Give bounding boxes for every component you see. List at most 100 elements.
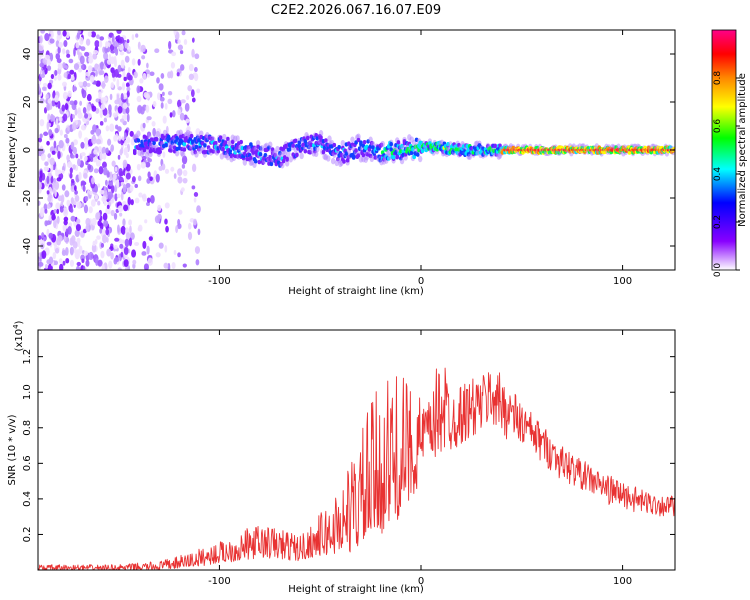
- heatmap-signal-cell: [242, 159, 248, 166]
- heatmap-noise-cell: [195, 259, 200, 266]
- heatmap-noise-cell: [70, 75, 75, 81]
- heatmap-noise-cell: [62, 62, 66, 69]
- heatmap-noise-cell: [138, 224, 143, 232]
- heatmap-noise-cell: [126, 90, 130, 98]
- heatmap-noise-cell: [95, 69, 98, 77]
- heatmap-noise-cell: [102, 152, 107, 160]
- heatmap-noise-cell: [113, 257, 120, 263]
- heatmap-noise-cell: [118, 168, 123, 177]
- heatmap-noise-cell: [106, 204, 110, 210]
- heatmap-signal-cell: [342, 159, 346, 164]
- heatmap-noise-cell: [66, 161, 73, 169]
- heatmap-noise-cell: [43, 166, 50, 172]
- heatmap-noise-cell: [164, 202, 170, 209]
- heatmap-noise-cell: [133, 71, 138, 79]
- heatmap-noise-cell: [141, 55, 146, 60]
- heatmap-noise-cell: [197, 228, 201, 236]
- heatmap-y-tick-label: -20: [22, 190, 33, 206]
- heatmap-noise-cell: [63, 235, 67, 242]
- heatmap-noise-cell: [92, 155, 98, 163]
- heatmap-signal-cell: [259, 145, 264, 152]
- heatmap-noise-cell: [99, 61, 105, 70]
- heatmap-signal-cell: [295, 152, 299, 158]
- heatmap-noise-cell: [169, 112, 173, 118]
- heatmap-noise-cell: [120, 251, 124, 258]
- heatmap-noise-cell: [39, 119, 45, 127]
- heatmap-signal-cell: [280, 162, 285, 169]
- heatmap-noise-cell: [62, 260, 66, 266]
- heatmap-signal-cell: [285, 156, 289, 161]
- heatmap-noise-cell: [64, 103, 69, 111]
- heatmap-noise-cell: [40, 153, 46, 161]
- heatmap-signal-cell: [391, 155, 396, 160]
- heatmap-noise-cell: [75, 153, 79, 159]
- heatmap-noise-cell: [142, 193, 147, 202]
- heatmap-noise-cell: [127, 265, 131, 270]
- colorbar-tick-label: 0.2: [713, 215, 723, 229]
- heatmap-signal-cell: [203, 143, 207, 148]
- snr-y-axis-label: SNR (10 * v/v): [7, 414, 18, 485]
- heatmap-noise-cell: [49, 157, 55, 166]
- heatmap-noise-cell: [177, 176, 183, 184]
- heatmap-noise-cell: [55, 53, 61, 60]
- snr-y-tick-label: 1.0: [22, 384, 33, 400]
- heatmap-signal-cell: [318, 130, 324, 137]
- heatmap-signal-cell: [269, 161, 274, 167]
- heatmap-noise-cell: [79, 100, 83, 106]
- heatmap-signal-cell: [284, 160, 290, 167]
- heatmap-noise-cell: [82, 265, 86, 270]
- heatmap-noise-cell: [96, 34, 100, 40]
- heatmap-noise-cell: [119, 212, 123, 217]
- heatmap-noise-cell: [162, 151, 166, 158]
- heatmap-noise-cell: [129, 130, 134, 137]
- heatmap-noise-cell: [65, 137, 70, 144]
- heatmap-noise-cell: [109, 93, 113, 101]
- heatmap-noise-cell: [52, 91, 56, 99]
- heatmap-noise-cell: [171, 51, 177, 57]
- heatmap-noise-cell: [65, 31, 70, 39]
- heatmap-noise-cell: [99, 228, 103, 234]
- heatmap-noise-cell: [146, 245, 150, 255]
- heatmap-noise-cell: [62, 91, 68, 100]
- heatmap-noise-cell: [156, 77, 160, 84]
- heatmap-noise-cell: [121, 82, 126, 91]
- heatmap-signal-cell: [326, 155, 331, 162]
- heatmap-noise-cell: [41, 232, 45, 239]
- heatmap-noise-cell: [51, 214, 56, 221]
- heatmap-noise-cell: [173, 250, 177, 256]
- heatmap-noise-cell: [87, 65, 93, 73]
- heatmap-noise-cell: [164, 218, 168, 225]
- heatmap-noise-cell: [76, 48, 80, 56]
- heatmap-noise-cell: [146, 201, 150, 206]
- heatmap-noise-cell: [114, 237, 120, 242]
- heatmap-noise-cell: [123, 204, 129, 212]
- heatmap-signal-cell: [380, 140, 385, 148]
- heatmap-noise-cell: [83, 172, 88, 179]
- heatmap-noise-cell: [108, 182, 114, 187]
- heatmap-signal-cell: [351, 153, 356, 159]
- heatmap-noise-cell: [94, 185, 99, 193]
- heatmap-noise-cell: [188, 73, 195, 80]
- heatmap-noise-cell: [143, 263, 149, 270]
- heatmap-noise-cell: [102, 234, 108, 244]
- heatmap-noise-cell: [65, 65, 68, 70]
- heatmap-noise-cell: [142, 240, 147, 249]
- heatmap-noise-cell: [140, 161, 146, 169]
- heatmap-noise-cell: [99, 189, 105, 195]
- heatmap-signal-cell: [136, 138, 141, 143]
- heatmap-noise-cell: [56, 177, 62, 182]
- heatmap-noise-cell: [92, 240, 96, 247]
- heatmap-noise-cell: [50, 163, 54, 173]
- heatmap-noise-cell: [46, 220, 51, 226]
- heatmap-noise-cell: [146, 197, 151, 203]
- heatmap-noise-cell: [97, 259, 103, 267]
- heatmap-noise-cell: [75, 223, 81, 232]
- heatmap-noise-cell: [108, 53, 112, 62]
- heatmap-noise-cell: [76, 261, 81, 267]
- heatmap-noise-cell: [67, 225, 72, 235]
- heatmap-noise-cell: [77, 67, 83, 73]
- heatmap-noise-cell: [116, 179, 120, 189]
- heatmap-noise-cell: [134, 183, 138, 189]
- heatmap-noise-cell: [134, 241, 140, 246]
